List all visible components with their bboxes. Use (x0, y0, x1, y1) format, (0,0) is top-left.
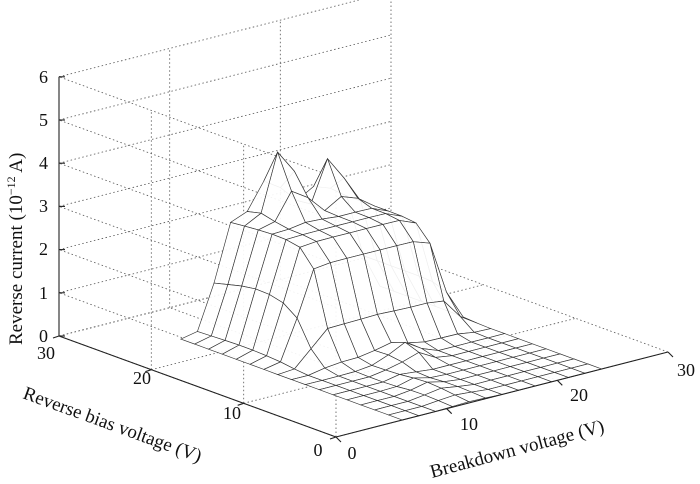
z-tick-label: 0 (39, 326, 48, 346)
x-tick-label: 0 (348, 443, 357, 463)
y-tick-label: 20 (133, 368, 151, 388)
grid-line (58, 76, 337, 179)
y-tick-mark (145, 369, 152, 373)
x-tick-mark (667, 351, 674, 358)
grid-line (390, 250, 669, 353)
x-tick-label: 30 (677, 360, 695, 380)
z-tick-label: 2 (39, 239, 48, 259)
y-tick-label: 0 (314, 440, 323, 460)
x-tick-label: 20 (570, 385, 588, 405)
y-axis-line (58, 335, 337, 438)
y-axis-label: Reverse bias voltage (V) (20, 383, 204, 467)
x-tick-mark (335, 436, 342, 443)
grid-line (151, 284, 484, 371)
grid-line (243, 317, 576, 404)
z-tick-label: 4 (39, 153, 48, 173)
y-tick-mark (237, 402, 244, 406)
z-tick-label: 1 (39, 283, 48, 303)
grid-line (58, 0, 361, 78)
x-axis-label: Breakdown voltage (V) (428, 416, 607, 483)
z-tick-label: 6 (39, 67, 48, 87)
grid-line (58, 250, 392, 337)
breakdown-tick-labels: 0 10 20 30 (348, 360, 696, 463)
x-tick-label: 10 (460, 414, 478, 434)
grid-line (58, 164, 392, 250)
surface-mesh (179, 151, 603, 421)
y-tick-mark (52, 335, 60, 339)
y-tick-label: 30 (37, 343, 55, 363)
reverse-bias-tick-labels: 0 10 20 30 (37, 343, 323, 460)
z-tick-label: 5 (39, 110, 48, 130)
z-tick-labels: 0 1 2 3 4 5 6 (39, 67, 48, 346)
z-tick-label: 3 (39, 196, 48, 216)
x-axis-line (335, 351, 669, 438)
axes (52, 76, 674, 443)
grid-line (58, 207, 392, 294)
x-tick-mark (556, 379, 563, 386)
grid-line (58, 77, 392, 164)
y-tick-label: 10 (223, 403, 241, 423)
grid-line (58, 34, 392, 121)
grid-line (58, 121, 392, 207)
z-axis-label: Reverse current (10−12 A) (4, 153, 27, 345)
x-tick-mark (446, 408, 453, 415)
y-tick-mark (329, 436, 337, 440)
